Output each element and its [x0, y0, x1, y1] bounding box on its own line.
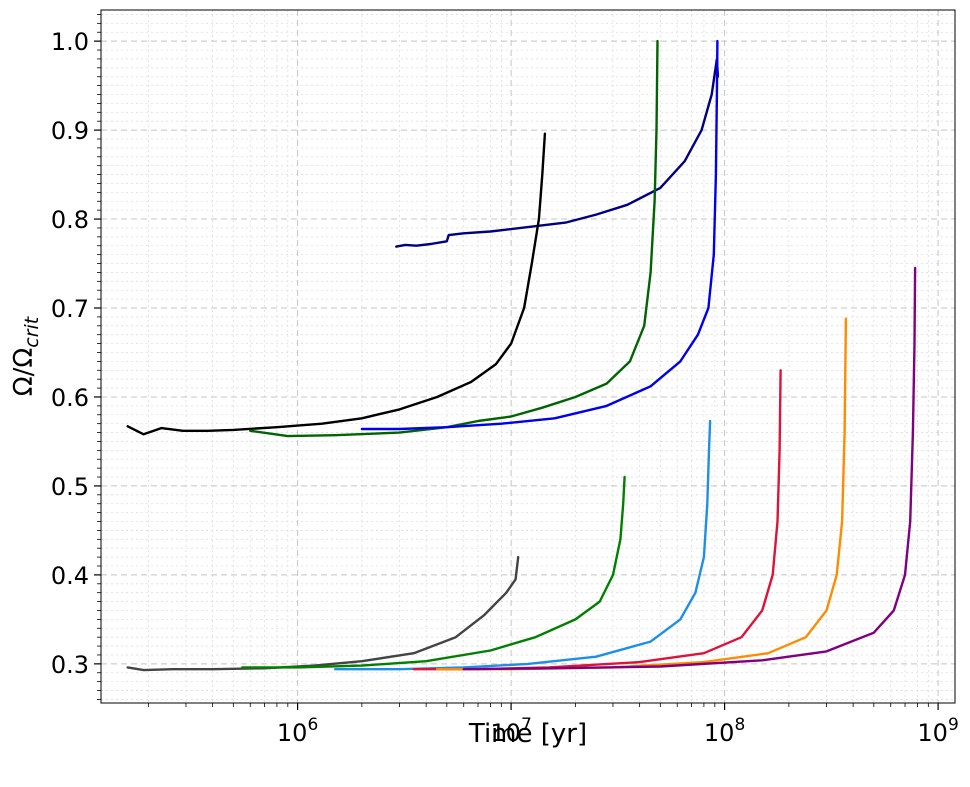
y-tick-label: 0.5: [51, 473, 89, 501]
x-tick-label: 107: [490, 715, 531, 747]
series-line: [126, 555, 520, 672]
x-tick-label-exponent: 9: [948, 715, 959, 735]
series-line: [241, 475, 626, 669]
x-tick-label-base: 10: [490, 719, 521, 747]
y-axis-label-subscript: crit: [21, 315, 43, 348]
x-tick-label: 106: [277, 715, 318, 747]
x-tick-label: 108: [704, 715, 745, 747]
y-tick-label: 1.0: [51, 28, 89, 56]
series-line: [360, 39, 719, 431]
series-line: [462, 266, 917, 671]
x-tick-label-exponent: 6: [307, 715, 318, 735]
plot-frame: [100, 9, 956, 704]
y-tick-label: 0.9: [51, 117, 89, 145]
y-tick-label: 0.3: [51, 651, 89, 679]
y-tick-label: 0.6: [51, 384, 89, 412]
series-line: [334, 419, 712, 671]
y-axis-label-main: Ω/Ω: [9, 348, 39, 397]
y-axis-label: Ω/Ωcrit: [9, 315, 43, 396]
x-tick-label-base: 10: [277, 719, 308, 747]
x-tick-label: 109: [917, 715, 958, 747]
y-tick-label: 0.4: [51, 562, 89, 590]
x-tick-label-exponent: 8: [734, 715, 745, 735]
series-group: [126, 39, 917, 672]
y-tick-label: 0.7: [51, 295, 89, 323]
grid: [101, 10, 955, 703]
y-tick-label: 0.8: [51, 206, 89, 234]
ticks: [94, 14, 939, 710]
series-line: [395, 57, 720, 248]
x-axis-label: Time [yr]: [468, 719, 587, 749]
series-line: [126, 132, 547, 436]
x-tick-label-base: 10: [704, 719, 735, 747]
x-tick-label-exponent: 7: [521, 715, 532, 735]
series-line: [249, 39, 659, 438]
x-tick-label-base: 10: [917, 719, 948, 747]
